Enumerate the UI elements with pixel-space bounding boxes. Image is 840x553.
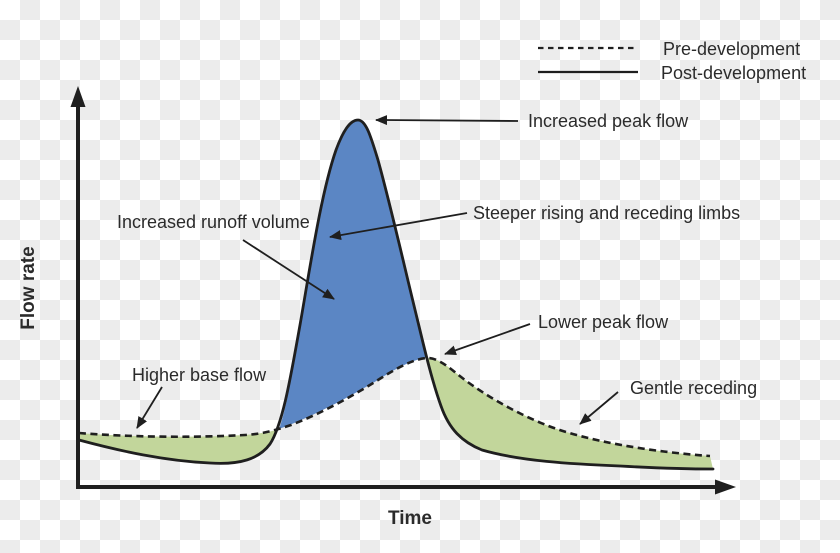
higher-base-flow-arrow xyxy=(136,386,163,429)
steeper-limbs-arrow xyxy=(329,212,468,241)
x-axis-arrowhead-icon xyxy=(715,479,736,495)
pre-development-curve xyxy=(78,356,711,458)
y-axis-arrowhead-icon xyxy=(70,86,86,107)
gentle-receding-area xyxy=(428,358,713,469)
x-axis-label: Time xyxy=(387,508,433,529)
gentle-receding-arrow xyxy=(579,391,619,425)
annotation-steeper-limbs: Steeper rising and receding limbs xyxy=(473,203,741,223)
increased-peak-flow-arrow xyxy=(375,115,519,126)
increased-runoff-area xyxy=(279,120,428,429)
annotation-higher-base-flow: Higher base flow xyxy=(132,365,267,385)
y-axis-label: Flow rate xyxy=(18,246,39,330)
annotation-lower-peak-flow: Lower peak flow xyxy=(538,312,669,332)
annotation-increased-peak-flow: Increased peak flow xyxy=(528,111,689,131)
annotation-gentle-receding: Gentle receding xyxy=(630,378,758,398)
higher-base-flow-area xyxy=(79,429,279,464)
annotation-increased-runoff: Increased runoff volume xyxy=(117,212,310,232)
legend-post-label: Post-development xyxy=(661,63,807,83)
increased-runoff-arrow xyxy=(242,239,335,300)
post-development-curve xyxy=(77,118,715,471)
legend-pre-label: Pre-development xyxy=(663,39,801,59)
lower-peak-flow-arrow xyxy=(444,323,531,356)
